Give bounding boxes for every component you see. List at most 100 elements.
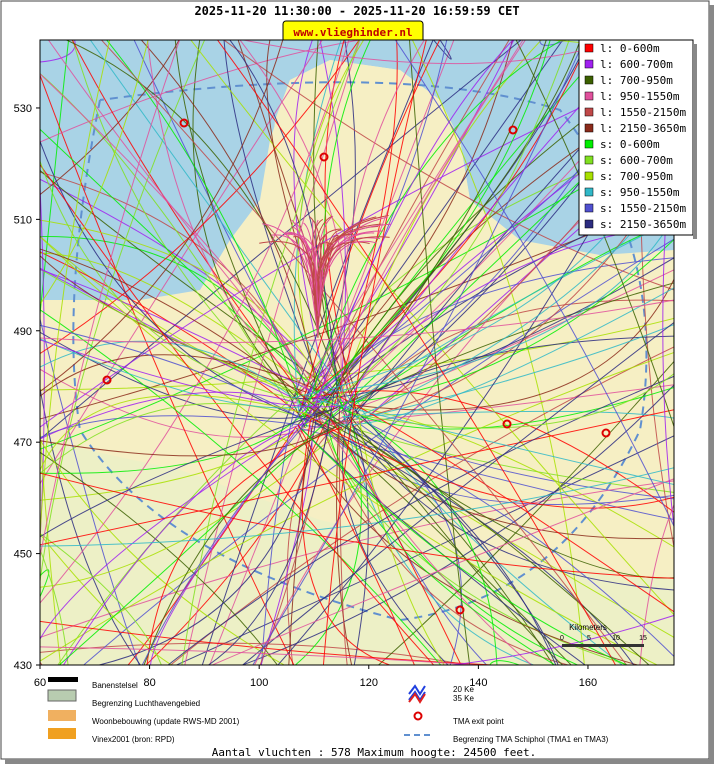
flight-track — [40, 533, 173, 665]
water — [40, 40, 674, 300]
tma-exit — [502, 419, 512, 429]
flight-track — [40, 309, 442, 665]
flight-track — [307, 412, 674, 658]
flight-track — [315, 399, 674, 486]
flight-track — [353, 394, 623, 665]
flight-track — [40, 139, 333, 429]
flight-track — [40, 40, 181, 559]
badge[interactable]: www.vlieghinder.nl — [293, 26, 412, 39]
y-tick-label: 530 — [14, 103, 32, 115]
flight-track — [317, 235, 339, 325]
flight-track — [89, 40, 352, 402]
flight-track — [341, 396, 449, 665]
flight-track — [294, 408, 362, 665]
flight-track — [326, 421, 556, 665]
map — [40, 40, 674, 665]
tma-exit — [179, 118, 189, 128]
legend-label: l: 700-950m — [600, 74, 673, 87]
flight-track — [293, 40, 330, 395]
flight-track — [40, 159, 321, 405]
flight-track — [394, 40, 674, 528]
flight-track — [40, 385, 142, 665]
legend-swatch — [584, 75, 594, 85]
flight-track — [40, 317, 140, 665]
flight-track — [40, 324, 306, 421]
wind-symbol — [408, 692, 426, 704]
flight-track — [62, 418, 321, 665]
map-border — [39, 39, 675, 666]
scale-title: Kilometers — [569, 623, 607, 632]
flight-track — [40, 175, 45, 551]
wind-symbol — [408, 684, 426, 702]
map-legend: Banenstelsel Begrenzing Luchthavengebied… — [47, 677, 609, 744]
flight-track — [349, 419, 369, 665]
flight-track — [356, 421, 462, 665]
flight-track — [315, 40, 590, 391]
flight-track — [40, 40, 284, 393]
flight-track — [291, 40, 448, 427]
legend-item: Woonbebouwing (update RWS-MD 2001) — [92, 717, 240, 726]
flight-track — [317, 240, 377, 317]
axes: 60 80 100 120 140 160 430 450 470 490 510 530 — [14, 103, 598, 689]
flight-track — [40, 394, 313, 472]
runway-symbol — [48, 677, 78, 682]
flight-track — [320, 397, 498, 665]
legend-shadow — [693, 44, 697, 239]
flight-track — [288, 408, 317, 665]
flight-track — [314, 40, 514, 408]
legend-label: l: 0-600m — [600, 42, 660, 55]
legend-item: Banenstelsel — [92, 681, 138, 690]
flight-track — [316, 234, 352, 331]
flight-track — [252, 40, 585, 665]
x-tick-label: 120 — [360, 677, 378, 689]
flight-track — [40, 235, 659, 665]
legend-swatch — [584, 203, 594, 213]
flight-track — [40, 219, 328, 397]
flight-track — [40, 339, 341, 408]
footer: Aantal vluchten : 578 Maximum hoogte: 24… — [212, 746, 537, 759]
flight-track — [432, 40, 452, 60]
title: 2025-11-20 11:30:00 - 2025-11-20 16:59:5… — [194, 4, 519, 18]
flight-track — [40, 169, 338, 395]
flight-track — [58, 89, 674, 665]
frame-shadow — [709, 5, 714, 763]
legend-swatch — [584, 171, 594, 181]
flight-track — [40, 317, 674, 391]
flight-track — [314, 423, 635, 665]
flight-track — [310, 394, 570, 665]
flight-track — [291, 219, 319, 336]
flight-track — [40, 63, 674, 428]
flight-track — [40, 472, 674, 579]
flight-track — [167, 375, 674, 665]
flight-track — [40, 40, 350, 604]
legend-swatch — [584, 187, 594, 197]
flight-track — [40, 73, 295, 665]
legend-box — [578, 39, 694, 236]
flight-track — [141, 404, 323, 665]
flight-track — [297, 424, 415, 665]
flight-track — [350, 372, 674, 429]
y-tick-label: 490 — [14, 326, 32, 338]
flight-track — [40, 248, 344, 431]
tma-exit — [601, 428, 611, 438]
wind-label: 20 Ke — [453, 685, 474, 694]
flight-track — [299, 402, 674, 506]
legend-swatch — [584, 219, 594, 229]
x-tick-label: 160 — [579, 677, 597, 689]
legend-label: l: 950-1550m — [600, 90, 680, 103]
legend-label: s: 600-700m — [600, 154, 673, 167]
flight-track — [356, 277, 674, 411]
flight-track — [266, 40, 359, 415]
flight-track — [40, 40, 522, 440]
flight-track — [65, 40, 342, 392]
flight-track — [309, 216, 322, 305]
flight-track — [358, 416, 445, 665]
tma-border — [72, 81, 648, 622]
scale-tick-label: 5 — [587, 635, 591, 642]
flight-track — [40, 163, 435, 665]
tma-exit-label: TMA exit point — [453, 717, 504, 726]
flight-track — [308, 40, 551, 401]
legend-swatch — [584, 43, 594, 53]
x-tick-label: 100 — [250, 677, 268, 689]
flight-track — [40, 40, 360, 355]
